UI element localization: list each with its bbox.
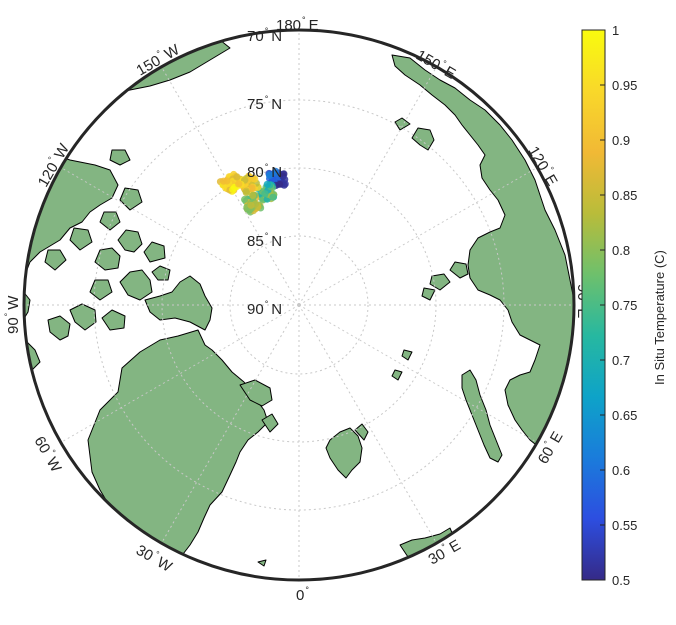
meridian-line bbox=[298, 66, 437, 306]
latitude-labels: 70° N 75° N 80° N 85° N 90° N bbox=[247, 26, 282, 318]
meridian-line bbox=[298, 304, 538, 443]
colorbar-tick-label: 0.85 bbox=[612, 188, 637, 203]
lon-label-60w: 60°W bbox=[31, 433, 67, 477]
data-point bbox=[269, 193, 277, 201]
colorbar-tick-label: 0.7 bbox=[612, 353, 630, 368]
ellesmere-island bbox=[144, 275, 213, 331]
data-point bbox=[242, 189, 250, 197]
data-point bbox=[265, 171, 274, 179]
novaya-zemlya bbox=[461, 369, 503, 463]
lat-label-85: 85° N bbox=[247, 231, 282, 250]
data-point bbox=[248, 174, 256, 182]
colorbar-tick-label: 0.55 bbox=[612, 518, 637, 533]
meridian-line bbox=[298, 304, 437, 544]
meridian-line bbox=[60, 167, 300, 306]
lat-label-80: 80° N bbox=[247, 162, 282, 181]
colorbar-tick-label: 1 bbox=[612, 23, 619, 38]
data-point bbox=[241, 195, 249, 204]
colorbar-ticks: 1 0.95 0.9 0.85 0.8 0.75 0.7 0.65 0.6 0.55 0.5 bbox=[600, 23, 637, 588]
eurasia bbox=[391, 54, 574, 451]
colorbar-tick-label: 0.8 bbox=[612, 243, 630, 258]
graticule bbox=[24, 30, 574, 580]
meridian-line bbox=[161, 304, 300, 544]
data-point bbox=[261, 190, 269, 198]
data-point bbox=[235, 180, 243, 188]
colorbar-label: In Situ Temperature (C) bbox=[652, 250, 667, 385]
colorbar-tick-label: 0.6 bbox=[612, 463, 630, 478]
colorbar-tick-label: 0.65 bbox=[612, 408, 637, 423]
lat-label-90: 90° N bbox=[247, 299, 282, 318]
svalbard bbox=[325, 427, 363, 479]
colorbar-tick-label: 0.75 bbox=[612, 298, 637, 313]
lon-label-180e: 180° E bbox=[276, 15, 319, 34]
meridian-line bbox=[298, 167, 538, 306]
colorbar-tick-label: 0.9 bbox=[612, 133, 630, 148]
colorbar: 1 0.95 0.9 0.85 0.8 0.75 0.7 0.65 0.6 0.55 0.5 In … bbox=[581, 23, 667, 588]
lon-label-90w: 90°W bbox=[3, 295, 22, 334]
data-point bbox=[248, 184, 256, 192]
data-point bbox=[263, 180, 271, 188]
colorbar-tick-label: 0.5 bbox=[612, 573, 630, 588]
colorbar-tick-label: 0.95 bbox=[612, 78, 637, 93]
map-frame bbox=[22, 28, 576, 582]
data-point bbox=[223, 177, 231, 185]
greenland-east-coast bbox=[239, 379, 273, 407]
lat-label-75: 75° N bbox=[247, 94, 282, 113]
data-point bbox=[249, 191, 257, 199]
lat-circle-85 bbox=[229, 235, 369, 375]
data-point bbox=[247, 201, 255, 209]
meridian-line bbox=[161, 66, 300, 306]
lat-label-70: 70° N bbox=[247, 26, 282, 45]
temperature-scatter bbox=[216, 167, 289, 216]
meridian-line bbox=[60, 304, 300, 443]
data-point bbox=[280, 170, 288, 178]
data-point bbox=[233, 173, 241, 181]
lon-label-0: 0° bbox=[296, 585, 309, 604]
data-point bbox=[272, 167, 280, 175]
